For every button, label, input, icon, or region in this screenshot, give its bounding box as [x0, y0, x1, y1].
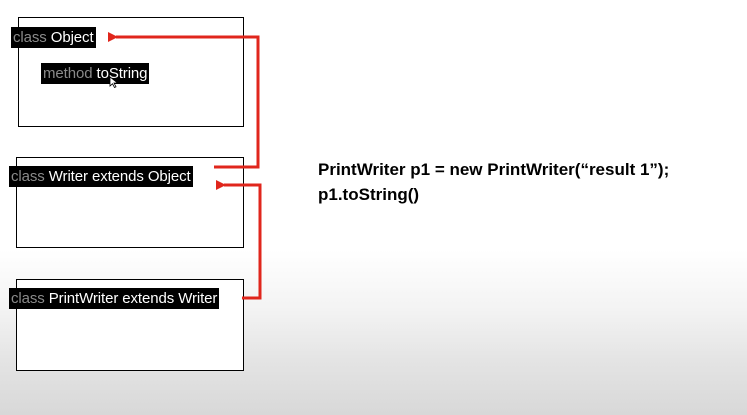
- class-name: Object: [50, 29, 94, 46]
- method-keyword: method: [43, 65, 93, 82]
- method-label-tostring: method toString: [41, 63, 150, 84]
- class-keyword: class: [11, 168, 45, 185]
- class-keyword: class: [13, 29, 47, 46]
- class-label-printwriter: class PrintWriter extends Writer: [9, 288, 220, 309]
- class-label-object: class Object: [11, 27, 96, 48]
- mouse-pointer-icon: [109, 76, 119, 88]
- arrow-printwriter-to-writer: [216, 180, 262, 300]
- method-name: toString: [96, 65, 148, 82]
- class-keyword: class: [11, 290, 45, 307]
- class-name: PrintWriter extends Writer: [48, 290, 218, 307]
- class-name: Writer extends Object: [48, 168, 191, 185]
- class-label-writer: class Writer extends Object: [9, 166, 193, 187]
- code-line-1: PrintWriter p1 = new PrintWriter(“result…: [318, 160, 670, 179]
- code-snippet: PrintWriter p1 = new PrintWriter(“result…: [318, 157, 669, 207]
- code-line-2: p1.toString(): [318, 185, 420, 204]
- arrow-writer-to-object: [108, 32, 260, 169]
